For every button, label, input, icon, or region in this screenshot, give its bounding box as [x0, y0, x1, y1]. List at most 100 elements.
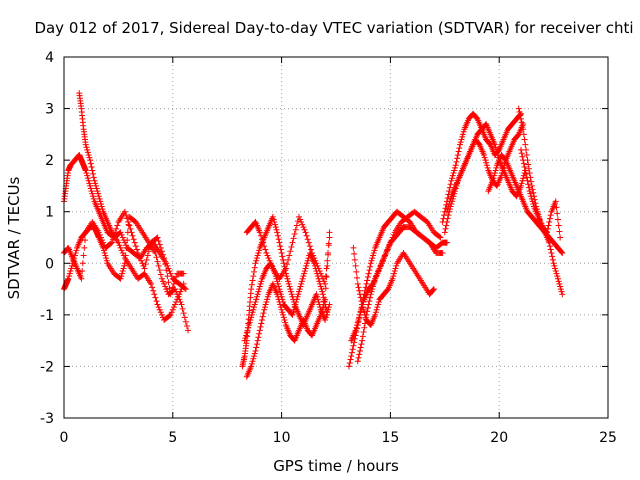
- data-point: [153, 254, 160, 261]
- data-point: [173, 298, 180, 305]
- data-point: [371, 247, 378, 254]
- data-point: [436, 233, 443, 240]
- data-point: [279, 309, 286, 316]
- data-point: [347, 356, 354, 363]
- data-point: [528, 193, 535, 200]
- data-point: [251, 350, 258, 357]
- data-point: [180, 310, 187, 317]
- data-point: [439, 249, 446, 256]
- data-point: [546, 219, 553, 226]
- data-point: [521, 170, 528, 177]
- data-point: [85, 151, 92, 158]
- data-points: [61, 90, 566, 380]
- data-point: [520, 131, 527, 138]
- data-point: [256, 283, 263, 290]
- data-point: [264, 293, 271, 300]
- data-point: [375, 298, 382, 305]
- data-point: [443, 219, 450, 226]
- data-point: [163, 286, 170, 293]
- data-point: [84, 146, 91, 153]
- data-point: [82, 141, 89, 148]
- data-point: [256, 327, 263, 334]
- data-point: [391, 268, 398, 275]
- data-point: [170, 304, 177, 311]
- data-point: [158, 311, 165, 318]
- data-point: [244, 327, 251, 334]
- data-point: [368, 257, 375, 264]
- x-tick-label: 0: [60, 430, 69, 446]
- data-point: [289, 293, 296, 300]
- data-point: [182, 318, 189, 325]
- data-point: [526, 188, 533, 195]
- data-point: [557, 234, 564, 241]
- data-point: [275, 283, 282, 290]
- data-point: [325, 304, 332, 311]
- data-point: [557, 283, 564, 290]
- data-point: [324, 257, 331, 264]
- data-point: [108, 239, 115, 246]
- data-point: [278, 249, 285, 256]
- data-point: [117, 275, 124, 282]
- data-point: [558, 249, 565, 256]
- data-point: [253, 255, 260, 262]
- data-point: [155, 304, 162, 311]
- data-point: [273, 226, 280, 233]
- data-point: [311, 255, 318, 262]
- data-point: [320, 301, 327, 308]
- data-point: [121, 208, 128, 215]
- data-point: [169, 284, 176, 291]
- y-tick-label: -3: [40, 411, 54, 427]
- data-point: [68, 262, 75, 269]
- data-point: [243, 329, 250, 336]
- data-point: [357, 344, 364, 351]
- data-point: [323, 265, 330, 272]
- data-point: [556, 280, 563, 287]
- data-point: [167, 291, 174, 298]
- grid: [64, 57, 608, 418]
- data-point: [129, 232, 136, 239]
- data-point: [256, 286, 263, 293]
- data-point: [371, 278, 378, 285]
- data-point: [322, 304, 329, 311]
- data-point: [483, 162, 490, 169]
- data-point: [92, 180, 99, 187]
- data-point: [353, 324, 360, 331]
- data-point: [276, 239, 283, 246]
- data-point: [314, 262, 321, 269]
- data-point: [107, 240, 114, 247]
- data-point: [102, 252, 109, 259]
- data-point: [144, 252, 151, 259]
- data-point: [523, 151, 530, 158]
- data-point: [552, 268, 559, 275]
- data-point: [518, 150, 525, 157]
- data-point: [558, 288, 565, 295]
- data-point: [555, 278, 562, 285]
- data-point: [84, 172, 91, 179]
- data-point: [274, 280, 281, 287]
- data-point: [97, 198, 104, 205]
- data-point: [142, 261, 149, 268]
- data-point: [289, 311, 296, 318]
- data-point: [393, 262, 400, 269]
- data-point: [296, 286, 303, 293]
- data-point: [454, 155, 461, 162]
- data-point: [309, 249, 316, 256]
- axis-ticks: [63, 56, 609, 419]
- data-point: [321, 298, 328, 305]
- data-point: [166, 268, 173, 275]
- data-point: [437, 234, 444, 241]
- data-point: [290, 235, 297, 242]
- data-point: [392, 265, 399, 272]
- data-point: [289, 239, 296, 246]
- data-point: [249, 277, 256, 284]
- data-point: [547, 246, 554, 253]
- data-point: [178, 301, 185, 308]
- data-point: [280, 260, 287, 267]
- data-point: [183, 323, 190, 330]
- data-point: [277, 288, 284, 295]
- data-point: [176, 291, 183, 298]
- data-point: [253, 296, 260, 303]
- data-point: [523, 146, 530, 153]
- data-point: [482, 157, 489, 164]
